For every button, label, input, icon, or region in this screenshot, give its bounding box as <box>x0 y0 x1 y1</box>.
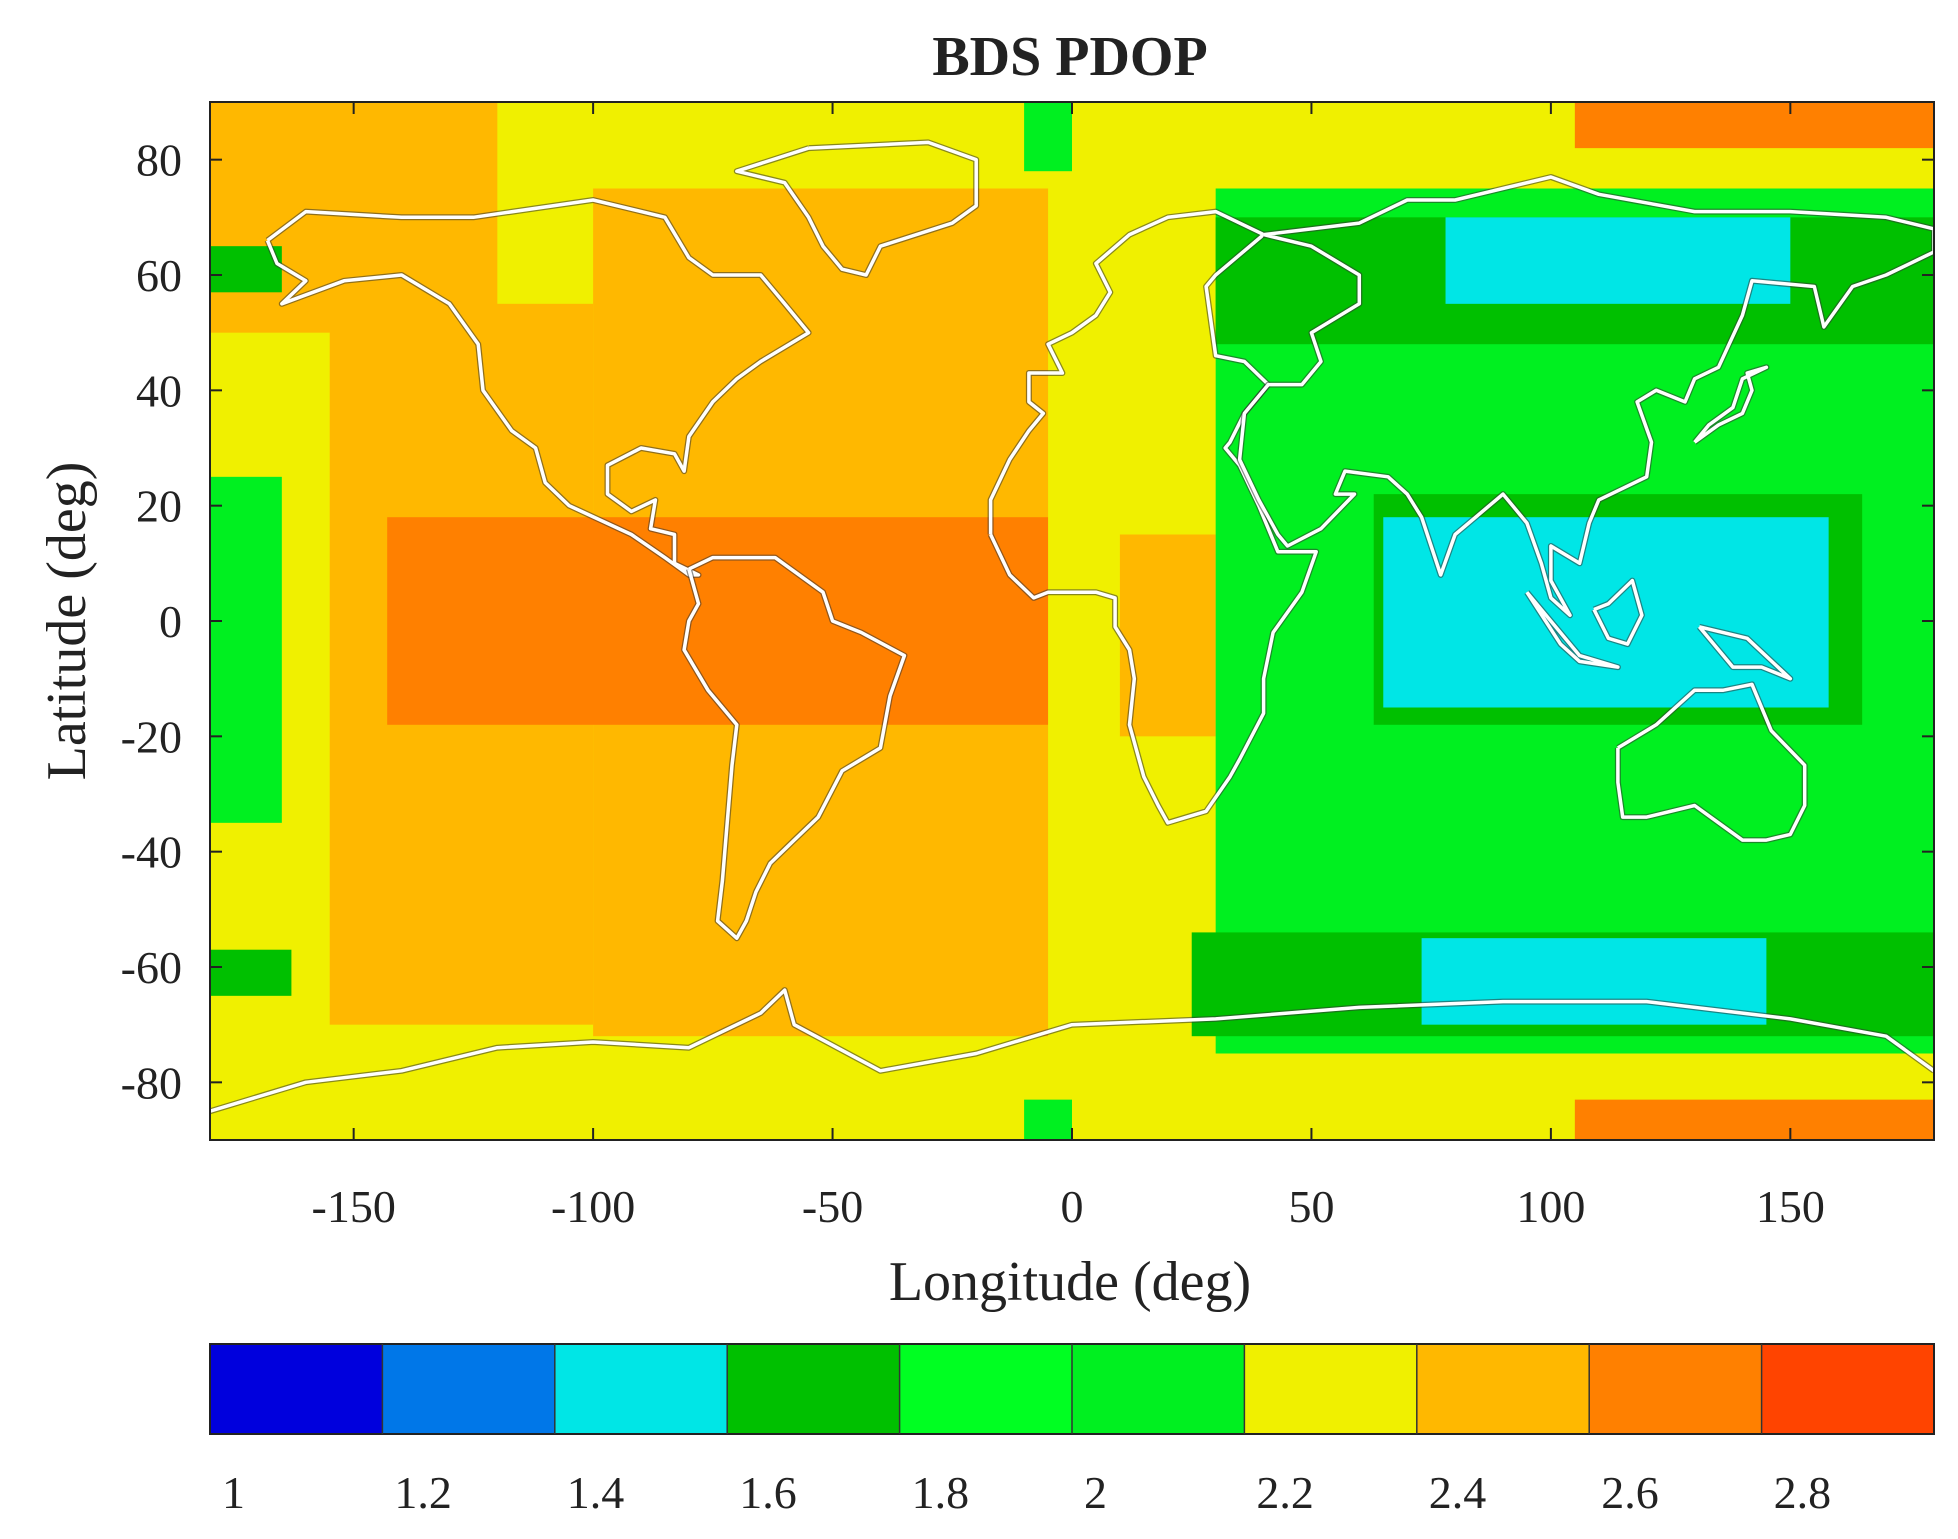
coastline-south-america <box>682 555 907 940</box>
colorbar-tick-label: 2.2 <box>1256 1467 1314 1518</box>
y-tick-label: 0 <box>159 596 182 647</box>
x-axis-ticks: -150 -100 -50 0 50 100 150 <box>312 102 1825 1232</box>
pdop-region-17 <box>1024 1099 1072 1140</box>
x-tick-label: -50 <box>802 1181 863 1232</box>
y-tick-label: 80 <box>136 135 182 186</box>
pdop-region-8 <box>1445 217 1791 304</box>
x-tick-label: 50 <box>1288 1181 1334 1232</box>
coastline-australia <box>1616 682 1807 842</box>
colorbar-swatch-6 <box>1244 1344 1417 1434</box>
y-tick-label: -40 <box>121 827 182 878</box>
x-tick-label: -150 <box>312 1181 396 1232</box>
coastline-sumatra-java <box>1525 591 1620 669</box>
x-tick-label: -100 <box>551 1181 635 1232</box>
y-axis-ticks: 80 60 40 20 0 -20 -40 -60 -80 <box>121 135 1934 1108</box>
coastline-japan <box>1693 365 1769 444</box>
y-tick-label: -20 <box>121 711 182 762</box>
colorbar-tick-label: 2.6 <box>1601 1467 1659 1518</box>
colorbar-tick-label: 2.4 <box>1429 1467 1487 1518</box>
colorbar-tick-label: 1.8 <box>912 1467 970 1518</box>
x-tick-label: 150 <box>1756 1181 1825 1232</box>
x-tick-label: 100 <box>1516 1181 1585 1232</box>
y-axis-label: Latitude (deg) <box>36 462 98 781</box>
colorbar-swatch-2 <box>554 1344 728 1434</box>
colorbar-tick-label: 2.8 <box>1774 1467 1832 1518</box>
colorbar-swatch-9 <box>1761 1344 1934 1434</box>
pdop-region-4 <box>387 517 1049 725</box>
colorbar-swatch-4 <box>899 1344 1072 1434</box>
pdop-region-10 <box>1383 517 1829 708</box>
colorbar <box>210 1344 1934 1434</box>
colorbar-tick-label: 1.4 <box>567 1467 625 1518</box>
coastline-africa-europe <box>988 209 1318 825</box>
y-tick-label: 20 <box>136 481 182 532</box>
colorbar-tick-label: 1 <box>222 1467 245 1518</box>
colorbar-swatch-7 <box>1416 1344 1590 1434</box>
plot-area <box>210 102 1934 1140</box>
pdop-region-14 <box>210 949 292 996</box>
pdop-regions <box>210 102 1934 1140</box>
coastline-new-guinea <box>1697 625 1793 681</box>
y-tick-label: 60 <box>136 250 182 301</box>
coastline-antarctica <box>210 988 1934 1113</box>
coastlines <box>210 139 1934 1115</box>
colorbar-swatch-0 <box>210 1344 383 1434</box>
chart-title: BDS PDOP <box>932 26 1207 88</box>
pdop-region-19 <box>1574 1099 1934 1140</box>
colorbar-swatch-1 <box>382 1344 555 1434</box>
pdop-region-13 <box>210 476 282 823</box>
colorbar-swatch-5 <box>1072 1344 1245 1434</box>
pdop-region-5 <box>1119 534 1216 737</box>
colorbar-swatch-8 <box>1589 1344 1762 1434</box>
colorbar-tick-label: 1.2 <box>394 1467 452 1518</box>
coastline-greenland <box>735 140 978 277</box>
y-tick-label: 40 <box>136 365 182 416</box>
colorbar-tick-label: 1.6 <box>739 1467 797 1518</box>
coastline-borneo <box>1592 578 1644 646</box>
coastline-asia <box>1237 175 1934 617</box>
colorbar-swatch-3 <box>727 1344 900 1434</box>
x-axis-label: Longitude (deg) <box>889 1251 1251 1313</box>
coastline-north-america <box>265 198 811 577</box>
x-tick-label: 0 <box>1061 1181 1084 1232</box>
y-tick-label: -60 <box>121 942 182 993</box>
pdop-region-16 <box>1024 102 1072 172</box>
y-tick-label: -80 <box>121 1057 182 1108</box>
colorbar-tick-label: 2 <box>1084 1467 1107 1518</box>
pdop-region-18 <box>1574 102 1934 149</box>
colorbar-ticks: 1 1.2 1.4 1.6 1.8 2 2.2 2.4 2.6 2.8 <box>222 1344 1831 1518</box>
